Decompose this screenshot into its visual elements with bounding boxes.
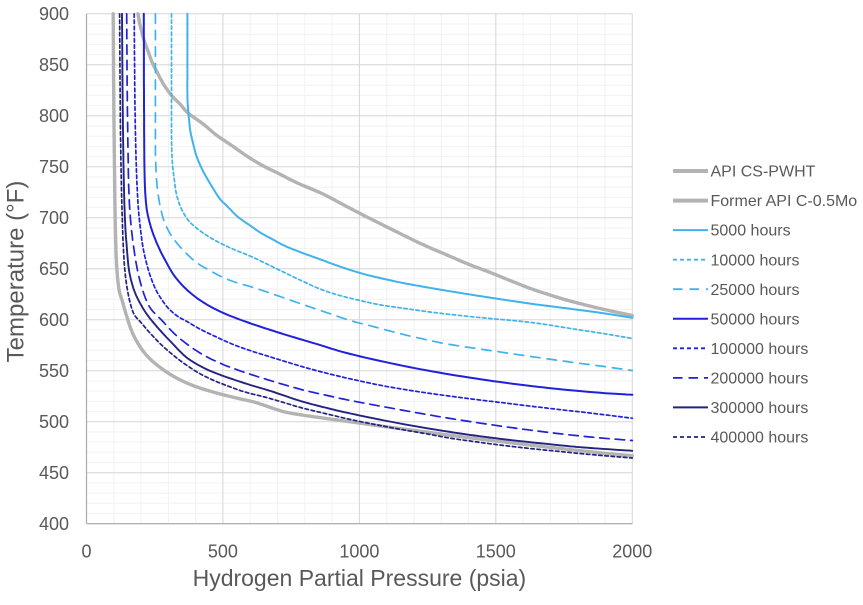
svg-text:0: 0 (81, 542, 91, 562)
svg-text:500: 500 (208, 542, 238, 562)
svg-text:850: 850 (39, 55, 69, 75)
svg-text:Former API C-0.5Mo: Former API C-0.5Mo (711, 193, 858, 210)
svg-text:API CS-PWHT: API CS-PWHT (711, 164, 816, 181)
svg-text:500: 500 (39, 412, 69, 432)
svg-text:5000 hours: 5000 hours (711, 223, 791, 240)
svg-text:1000: 1000 (339, 542, 379, 562)
svg-text:25000 hours: 25000 hours (711, 282, 800, 299)
svg-text:10000 hours: 10000 hours (711, 252, 800, 269)
svg-text:750: 750 (39, 157, 69, 177)
svg-text:400000 hours: 400000 hours (711, 430, 809, 447)
svg-text:Temperature (°F): Temperature (°F) (3, 181, 30, 363)
svg-text:1500: 1500 (476, 542, 516, 562)
svg-text:550: 550 (39, 361, 69, 381)
svg-text:200000 hours: 200000 hours (711, 371, 809, 388)
svg-text:800: 800 (39, 106, 69, 126)
svg-text:300000 hours: 300000 hours (711, 400, 809, 417)
svg-text:900: 900 (39, 4, 69, 24)
svg-text:2000: 2000 (612, 542, 652, 562)
svg-text:650: 650 (39, 259, 69, 279)
svg-text:400: 400 (39, 514, 69, 534)
svg-text:600: 600 (39, 310, 69, 330)
svg-text:50000 hours: 50000 hours (711, 311, 800, 328)
svg-text:450: 450 (39, 463, 69, 483)
svg-text:700: 700 (39, 208, 69, 228)
svg-text:Hydrogen Partial Pressure (psi: Hydrogen Partial Pressure (psia) (193, 565, 527, 591)
svg-text:100000 hours: 100000 hours (711, 341, 809, 358)
